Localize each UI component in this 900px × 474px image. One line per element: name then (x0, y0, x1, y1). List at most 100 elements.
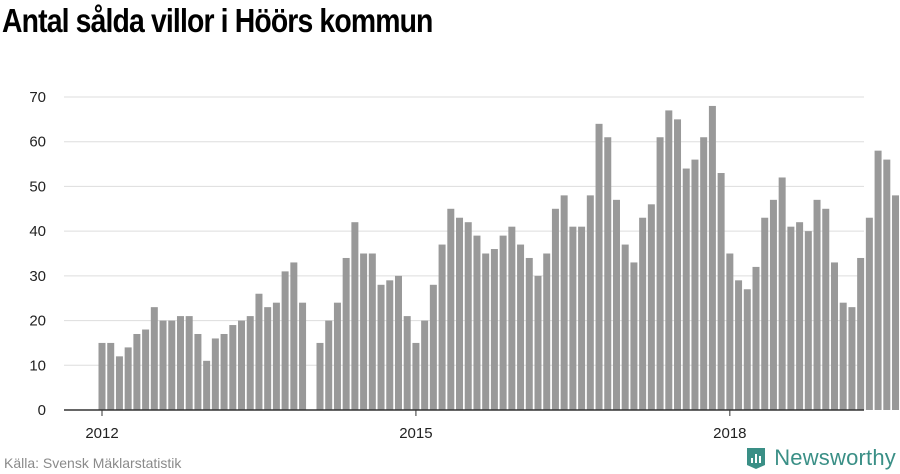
bar (421, 320, 429, 410)
x-axis: 2012201520182020 (64, 409, 864, 442)
brand-logo-block[interactable]: Newsworthy (744, 445, 896, 471)
bar (220, 333, 228, 410)
bar (194, 333, 202, 410)
bar (604, 137, 612, 410)
bar (543, 253, 551, 410)
bar (150, 307, 158, 410)
bar (892, 195, 900, 410)
bar (717, 173, 725, 410)
bar (473, 235, 481, 410)
bar (98, 342, 106, 410)
bar (464, 222, 472, 410)
bar (708, 105, 716, 410)
bar (403, 316, 411, 410)
bar (229, 325, 237, 410)
bar (534, 275, 542, 410)
bar (804, 231, 812, 410)
bar (429, 284, 437, 410)
bar (203, 360, 211, 410)
bar (726, 253, 734, 410)
y-tick-label: 20 (29, 313, 46, 330)
bar (499, 235, 507, 410)
bar (839, 302, 847, 410)
x-tick-label: 2012 (85, 425, 118, 442)
bar (674, 119, 682, 410)
bar (394, 275, 402, 410)
bars (98, 105, 900, 411)
bar (333, 302, 341, 410)
bar (822, 208, 830, 410)
bar (743, 289, 751, 410)
bar (569, 226, 577, 410)
bar (368, 253, 376, 410)
bar (447, 208, 455, 410)
bar (211, 338, 219, 410)
bar (386, 280, 394, 410)
bar (665, 110, 673, 411)
bar (761, 217, 769, 410)
bar (586, 195, 594, 410)
y-tick-label: 50 (29, 178, 46, 195)
bar (578, 226, 586, 410)
bar (796, 222, 804, 410)
bar (621, 244, 629, 410)
bar (133, 333, 141, 410)
chart-title: Antal sålda villor i Höörs kommun (2, 2, 433, 39)
bar (176, 316, 184, 410)
bar (490, 249, 498, 410)
y-tick-label: 70 (29, 89, 46, 106)
bar (865, 217, 873, 410)
bar (787, 226, 795, 410)
bar (639, 217, 647, 410)
bar (360, 253, 368, 410)
bar (290, 262, 298, 410)
bar (525, 257, 533, 410)
bar (595, 123, 603, 410)
bar (769, 199, 777, 410)
bar (560, 195, 568, 410)
bar (630, 262, 638, 410)
bar (342, 257, 350, 410)
bar (246, 316, 254, 410)
bar (508, 226, 516, 410)
bar (883, 159, 891, 410)
bar (159, 320, 167, 410)
bar (264, 307, 272, 410)
bar (351, 222, 359, 410)
y-tick-label: 40 (29, 223, 46, 240)
bar (325, 320, 333, 410)
bar (412, 342, 420, 410)
bar (482, 253, 490, 410)
bar (377, 284, 385, 410)
bar (281, 271, 289, 410)
bar (272, 302, 280, 410)
bar (255, 293, 263, 410)
bar (612, 199, 620, 410)
bar (682, 168, 690, 410)
bar (185, 316, 193, 410)
y-tick-label: 30 (29, 268, 46, 285)
bar (438, 244, 446, 410)
bar (778, 177, 786, 410)
bar (848, 307, 856, 410)
bar (299, 302, 307, 410)
bar (813, 199, 821, 410)
bar (142, 329, 150, 410)
bar (115, 356, 123, 410)
y-tick-label: 0 (38, 402, 46, 419)
newsworthy-logo-icon (747, 448, 766, 469)
source-note: Källa: Svensk Mäklarstatistik (4, 455, 182, 471)
bar (316, 342, 324, 410)
y-tick-label: 10 (29, 357, 46, 374)
bar (691, 159, 699, 410)
bar (874, 150, 882, 410)
bar (700, 137, 708, 410)
bar (830, 262, 838, 410)
bar (551, 208, 559, 410)
brand-name: Newsworthy (774, 445, 896, 470)
bar (168, 320, 176, 410)
bar (857, 257, 865, 410)
bar (735, 280, 743, 410)
bar (456, 217, 464, 410)
